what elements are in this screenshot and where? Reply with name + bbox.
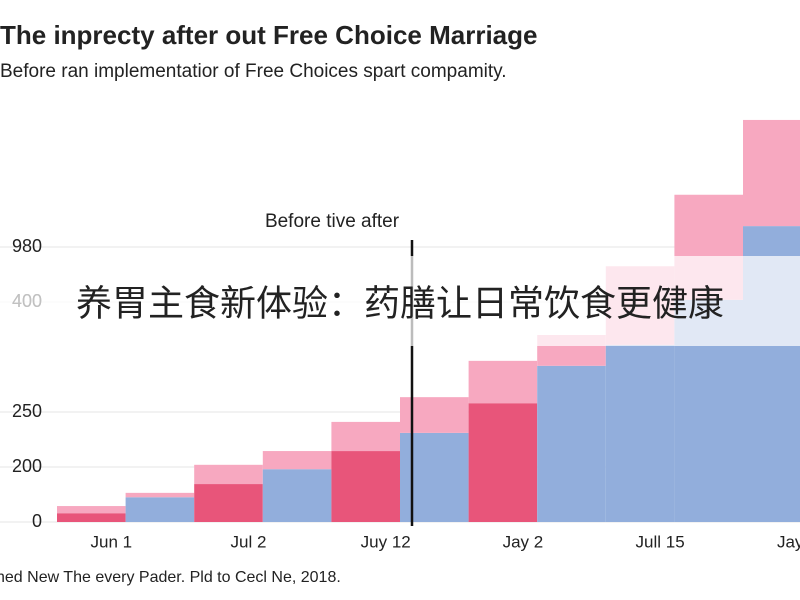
chart-title: The inprecty after out Free Choice Marri… [0, 20, 537, 50]
y-tick-label: 980 [12, 236, 42, 256]
bar-segment [400, 432, 469, 522]
bar-segment [743, 119, 800, 227]
x-tick-label: Jull 15 [636, 532, 685, 551]
overlay-band [0, 256, 800, 346]
bar-segment [125, 497, 195, 522]
bar-segment [262, 451, 332, 470]
x-tick-label: Jay 4 [777, 532, 800, 551]
footer-note: hed New The every Pader. Pld to Cecl Ne,… [0, 569, 341, 586]
bar-segment [262, 469, 332, 522]
bar-segment [331, 421, 400, 452]
bar-segment [605, 344, 675, 522]
bar-segment [400, 397, 469, 433]
bar-segment [125, 492, 195, 498]
bar-segment [468, 403, 538, 522]
y-tick-label: 250 [12, 401, 42, 421]
bar-segment [57, 513, 126, 522]
x-tick-label: Jun 1 [91, 532, 133, 551]
bar-segment [194, 464, 263, 485]
chart-subtitle: Before ran implementatior of Free Choice… [0, 61, 507, 82]
bar-segment [194, 484, 263, 522]
x-tick-label: Jul 2 [231, 532, 267, 551]
overlay-caption: 养胃主食新体验：药膳让日常饮食更健康 [76, 283, 724, 324]
bar-segment [57, 506, 126, 514]
bar-segment [468, 360, 538, 404]
x-tick-label: Juy 12 [361, 532, 411, 551]
y-tick-label: 0 [32, 511, 42, 531]
annotation: Before tive after [265, 211, 400, 232]
bar-segment [331, 451, 400, 522]
y-tick-label: 200 [12, 456, 42, 476]
bar-segment [537, 365, 606, 522]
x-tick-label: Jay 2 [503, 532, 544, 551]
